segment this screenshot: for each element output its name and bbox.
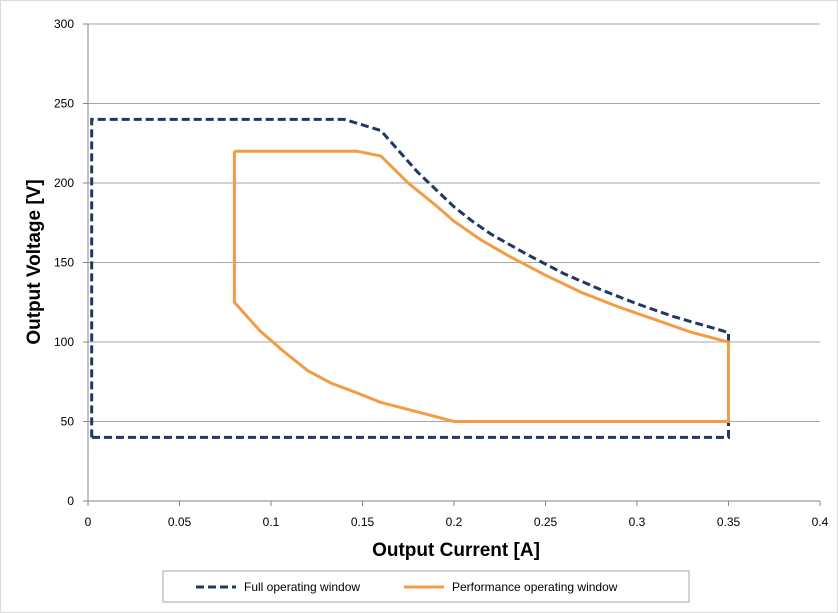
series-lines	[90, 117, 730, 439]
tick-labels: 0 50 100 150 200 250 300 0 0.05 0.1 0.15 0.2 0.25 0.3…	[54, 17, 829, 529]
series-line-performance-operating-window	[232, 149, 730, 423]
x-tick-label: 0.15	[351, 515, 375, 529]
series-line-full-operating-window	[90, 117, 730, 439]
x-axis-title: Output Current [A]	[372, 540, 540, 561]
x-tick-label: 0.35	[717, 515, 741, 529]
x-tick-label: 0.25	[534, 515, 558, 529]
y-tick-label: 300	[54, 17, 74, 31]
x-tick-label: 0.1	[263, 515, 280, 529]
legend-label-full-operating-window: Full operating window	[244, 580, 360, 594]
y-tick-label: 150	[54, 256, 74, 270]
y-tick-label: 100	[54, 335, 74, 349]
x-tick-label: 0.05	[168, 515, 192, 529]
x-tick-label: 0.2	[446, 515, 463, 529]
x-tick-label: 0	[85, 515, 92, 529]
axes	[83, 23, 821, 506]
y-tick-label: 50	[61, 415, 75, 429]
y-axis-title: Output Voltage [V]	[24, 179, 45, 344]
legend-label-performance-operating-window: Performance operating window	[452, 580, 618, 594]
y-tick-label: 200	[54, 176, 74, 190]
y-tick-label: 0	[67, 494, 74, 508]
x-tick-label: 0.4	[812, 515, 829, 529]
legend: Full operating window Performance operat…	[162, 570, 690, 603]
y-tick-label: 250	[54, 97, 74, 111]
x-tick-label: 0.3	[629, 515, 646, 529]
